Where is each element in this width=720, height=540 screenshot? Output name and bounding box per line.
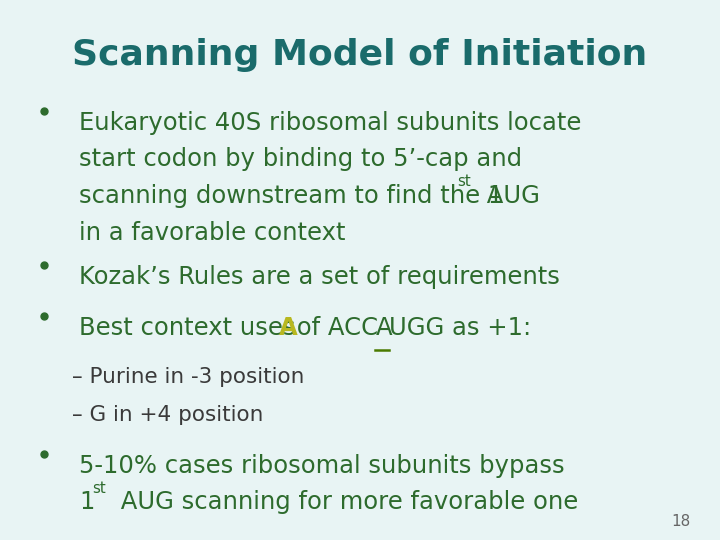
Text: Eukaryotic 40S ribosomal subunits locate: Eukaryotic 40S ribosomal subunits locate (79, 111, 581, 134)
Text: AUG scanning for more favorable one: AUG scanning for more favorable one (112, 490, 578, 514)
Text: st: st (457, 174, 471, 190)
Text: of ACC: of ACC (289, 316, 378, 340)
Text: Best context uses: Best context uses (79, 316, 303, 340)
Text: Scanning Model of Initiation: Scanning Model of Initiation (73, 38, 647, 72)
Text: start codon by binding to 5’-cap and: start codon by binding to 5’-cap and (79, 147, 522, 171)
Text: Kozak’s Rules are a set of requirements: Kozak’s Rules are a set of requirements (79, 265, 559, 288)
Text: UGG as +1:: UGG as +1: (389, 316, 531, 340)
Text: A: A (279, 316, 297, 340)
Text: 18: 18 (671, 514, 690, 529)
Text: 5-10% cases ribosomal subunits bypass: 5-10% cases ribosomal subunits bypass (79, 454, 564, 477)
Text: in a favorable context: in a favorable context (79, 221, 346, 245)
Text: A: A (375, 316, 392, 340)
Text: 1: 1 (79, 490, 94, 514)
Text: – G in +4 position: – G in +4 position (72, 405, 264, 425)
Text: – Purine in -3 position: – Purine in -3 position (72, 367, 305, 387)
Text: AUG: AUG (480, 184, 540, 208)
Text: st: st (92, 481, 106, 496)
Text: scanning downstream to find the 1: scanning downstream to find the 1 (79, 184, 503, 208)
